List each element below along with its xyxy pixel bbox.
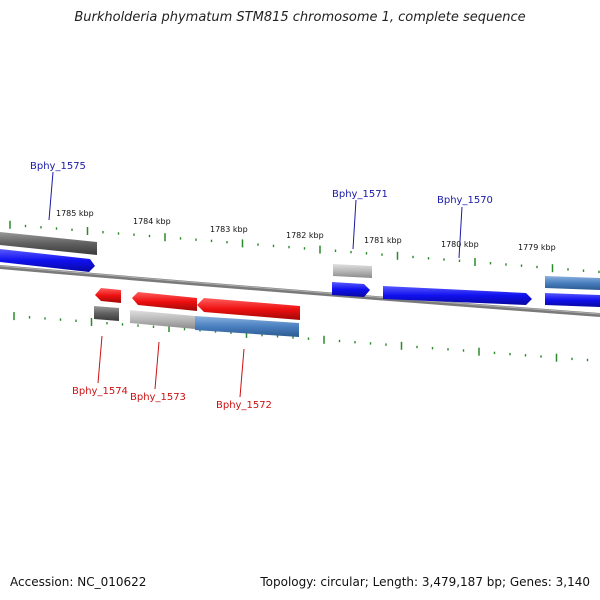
cds-bphy-1572[interactable] [197, 298, 300, 320]
leader-bphy-1575 [48, 171, 54, 221]
gene-label-bphy-1570[interactable]: Bphy_1570 [437, 195, 493, 206]
leader-bphy-1572 [239, 348, 245, 398]
gene-bphy-1572-steel[interactable] [195, 316, 299, 337]
gene-label-bphy-1574[interactable]: Bphy_1574 [72, 386, 128, 397]
gene-bphy-1574-gray[interactable] [94, 306, 119, 321]
leader-bphy-1571 [352, 199, 357, 250]
scale-labels: 1785 kbp 1784 kbp 1783 kbp 1782 kbp 1781… [56, 209, 556, 252]
cds-bphy-1573[interactable] [132, 292, 197, 311]
scale-label-1782: 1782 kbp [286, 231, 324, 240]
cds-bphy-1571[interactable] [332, 282, 370, 297]
accession-label: Accession: NC_010622 [10, 575, 147, 589]
scale-label-1783: 1783 kbp [210, 225, 248, 234]
cds-right-blue[interactable] [545, 293, 600, 307]
scale-label-1784: 1784 kbp [133, 217, 171, 226]
gene-label-bphy-1571[interactable]: Bphy_1571 [332, 189, 388, 200]
leader-bphy-1570 [458, 206, 463, 259]
scale-ticks-lower [13, 312, 589, 362]
chromosome-backbone [0, 265, 600, 317]
scale-label-1781: 1781 kbp [364, 236, 402, 245]
gene-bphy-1575-gray[interactable] [0, 232, 97, 255]
map-title: Burkholderia phymatum STM815 chromosome … [74, 10, 526, 25]
scale-label-1779: 1779 kbp [518, 243, 556, 252]
gene-label-bphy-1575[interactable]: Bphy_1575 [30, 161, 86, 172]
topology-info: Topology: circular; Length: 3,479,187 bp… [260, 575, 590, 589]
leader-bphy-1574 [97, 335, 103, 384]
gene-label-bphy-1573[interactable]: Bphy_1573 [130, 392, 186, 403]
chromosome-backbone-highlight [0, 265, 600, 315]
cds-bphy-1575[interactable] [0, 249, 95, 272]
leader-bphy-1573 [154, 341, 160, 390]
cds-bphy-1574[interactable] [95, 288, 121, 303]
gene-label-bphy-1572[interactable]: Bphy_1572 [216, 400, 272, 411]
scale-label-1785: 1785 kbp [56, 209, 94, 218]
gene-bphy-1571-light[interactable] [333, 264, 372, 278]
cds-bphy-1570[interactable] [383, 286, 532, 305]
scale-ticks-upper [9, 220, 600, 274]
gene-bphy-1573-light[interactable] [130, 310, 195, 329]
gene-right-steel[interactable] [545, 276, 600, 290]
